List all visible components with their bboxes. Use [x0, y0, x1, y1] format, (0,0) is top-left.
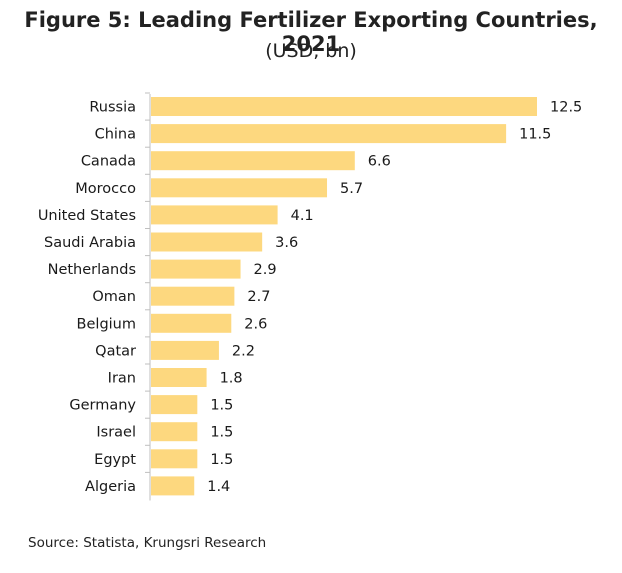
category-label: China	[95, 127, 136, 143]
chart-subtitle: (USD, bn)	[265, 40, 357, 62]
category-label: Russia	[89, 100, 136, 116]
value-label: 2.9	[254, 262, 277, 278]
value-label: 1.5	[210, 398, 233, 414]
category-label: Saudi Arabia	[44, 235, 136, 251]
category-label: Oman	[92, 289, 136, 305]
bar	[151, 368, 207, 387]
bar	[151, 124, 507, 144]
source-note: Source: Statista, Krungsri Research	[28, 535, 267, 551]
value-label: 6.6	[368, 154, 391, 170]
value-label: 12.5	[550, 100, 582, 116]
bar	[151, 97, 537, 116]
bar	[151, 232, 263, 252]
value-label: 2.7	[247, 289, 270, 305]
value-label: 1.8	[220, 371, 243, 387]
category-label: Germany	[69, 398, 136, 414]
value-label: 3.6	[275, 235, 298, 251]
category-label: Qatar	[95, 343, 136, 359]
bar	[151, 259, 241, 279]
category-label: United States	[38, 208, 136, 224]
category-label: Belgium	[77, 316, 136, 332]
category-label: Iran	[108, 371, 136, 387]
bar	[151, 476, 195, 496]
bar	[151, 178, 328, 198]
bar	[151, 340, 219, 360]
bar	[151, 205, 278, 225]
bar	[151, 313, 232, 333]
value-label: 1.4	[207, 479, 230, 495]
chart-title: Figure 5: Leading Fertilizer Exporting C…	[24, 8, 598, 56]
value-label: 2.2	[232, 343, 255, 359]
value-label: 5.7	[340, 181, 363, 197]
bar	[151, 395, 198, 415]
category-label: Canada	[81, 154, 136, 170]
bar	[151, 449, 198, 469]
value-label: 1.5	[210, 452, 233, 468]
value-label: 2.6	[244, 316, 267, 332]
category-label: Netherlands	[48, 262, 136, 278]
category-label: Egypt	[94, 452, 136, 468]
category-label: Israel	[96, 425, 136, 441]
category-label: Algeria	[85, 479, 136, 495]
value-label: 4.1	[291, 208, 314, 224]
bar	[151, 151, 355, 171]
bar	[151, 286, 235, 306]
value-label: 11.5	[519, 127, 551, 143]
bar	[151, 422, 198, 442]
value-label: 1.5	[210, 425, 233, 441]
category-label: Morocco	[75, 181, 136, 197]
